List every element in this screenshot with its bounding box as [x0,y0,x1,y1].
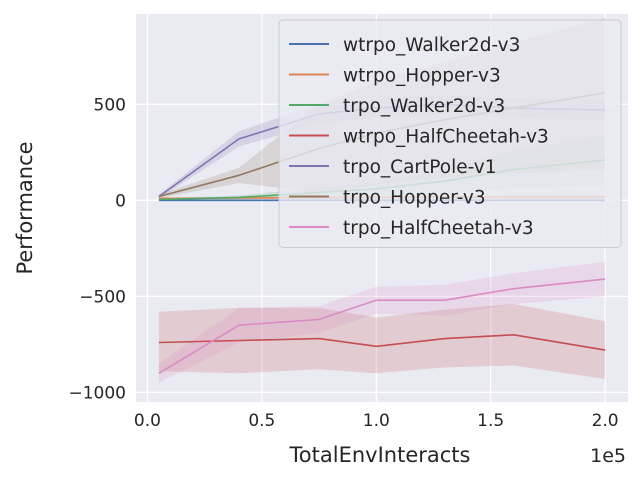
x-axis-label: TotalEnvInteracts [289,443,471,467]
x-tick-label: 1.0 [363,411,390,431]
y-tick-label: 500 [94,95,126,115]
legend-label-3: wtrpo_HalfCheetah-v3 [343,127,549,148]
x-offset-label: 1e5 [590,445,626,467]
line-series-6 [158,278,606,374]
y-tick-label: 0 [115,191,126,211]
legend-label-4: trpo_CartPole-v1 [343,157,497,178]
y-tick-label: −500 [79,287,126,307]
x-tick-label: 0.5 [248,411,275,431]
legend-label-6: trpo_HalfCheetah-v3 [343,218,534,239]
y-tick-label: −1000 [68,383,126,403]
line-series-3 [158,333,606,351]
legend-label-0: wtrpo_Walker2d-v3 [343,35,520,56]
y-axis-ticks: −1000 −500 0 500 [68,95,126,403]
legend-label-5: trpo_Hopper-v3 [343,188,486,209]
legend: wtrpo_Walker2d-v3 wtrpo_Hopper-v3 trpo_Wal… [278,19,622,248]
y-axis-label: Performance [13,141,37,274]
x-tick-label: 0.0 [134,411,161,431]
legend-box [278,19,622,248]
x-tick-label: 1.5 [477,411,504,431]
x-tick-label: 2.0 [592,411,619,431]
legend-label-2: trpo_Walker2d-v3 [343,96,505,117]
legend-label-1: wtrpo_Hopper-v3 [343,66,501,87]
x-axis-ticks: 0.0 0.5 1.0 1.5 2.0 [134,411,619,431]
